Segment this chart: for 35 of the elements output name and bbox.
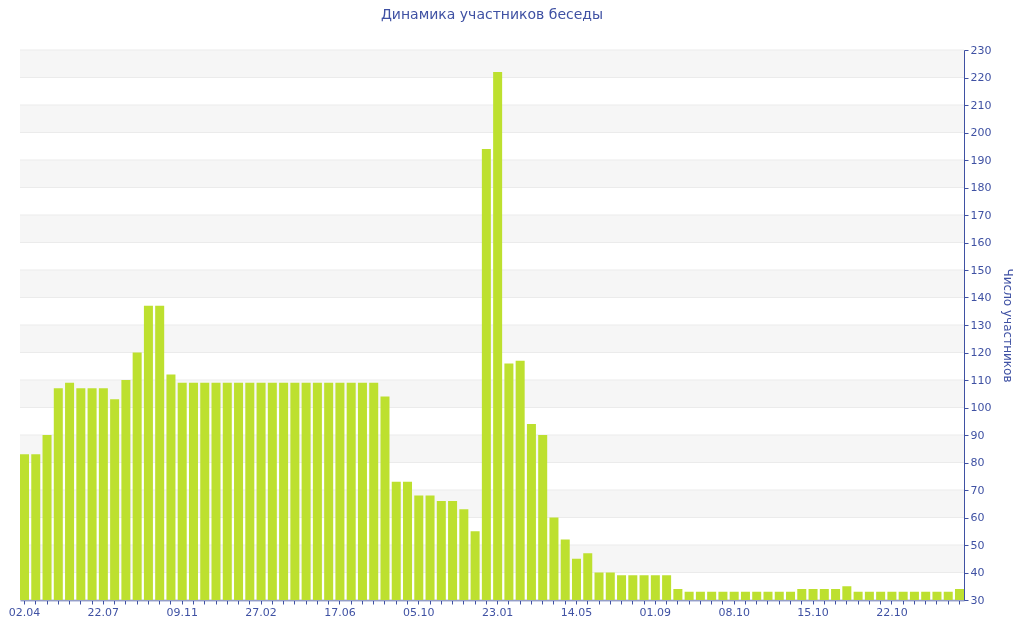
y-tick-label: 60 [970,511,985,524]
y-tick-label: 30 [970,593,985,607]
x-tick-label: 22.10 [876,605,908,619]
y-tick-label: 220 [970,71,992,84]
y-tick-label: 110 [970,373,992,387]
x-tick-label: 02.04 [8,605,41,619]
y-tick-label: 120 [970,346,992,359]
y-tick-label: 170 [970,208,992,222]
x-tick-label: 15.10 [797,605,829,619]
y-tick-label: 200 [970,126,992,139]
x-tick-label: 17.06 [324,605,356,619]
y-tick-label: 150 [970,263,992,277]
x-tick-label: 01.09 [639,605,672,619]
y-tick-label: 180 [970,181,992,194]
y-tick-label: 90 [970,428,985,442]
y-tick-label: 80 [970,456,985,469]
x-tick-label: 22.07 [87,605,120,619]
y-tick-label: 70 [970,483,985,497]
x-tick-label: 27.02 [245,605,277,619]
y-tick-label: 100 [970,401,992,414]
x-tick-label: 14.05 [560,605,593,619]
y-tick-label: 230 [970,43,992,57]
x-tick-label: 08.10 [718,605,750,619]
y-tick-label: 140 [970,291,992,304]
x-tick-label: 09.11 [166,605,198,619]
x-tick-label: 05.10 [403,605,435,619]
y-tick-label: 130 [970,318,992,332]
y-tick-label: 40 [970,566,985,579]
chart-title: Динамика участников беседы [380,6,604,22]
y-tick-label: 50 [970,538,985,552]
y-tick-label: 190 [970,153,992,167]
y-tick-label: 160 [970,236,992,249]
y-axis-title: Число участников [1001,268,1016,383]
x-tick-label: 23.01 [481,605,514,619]
y-tick-label: 210 [970,98,992,112]
